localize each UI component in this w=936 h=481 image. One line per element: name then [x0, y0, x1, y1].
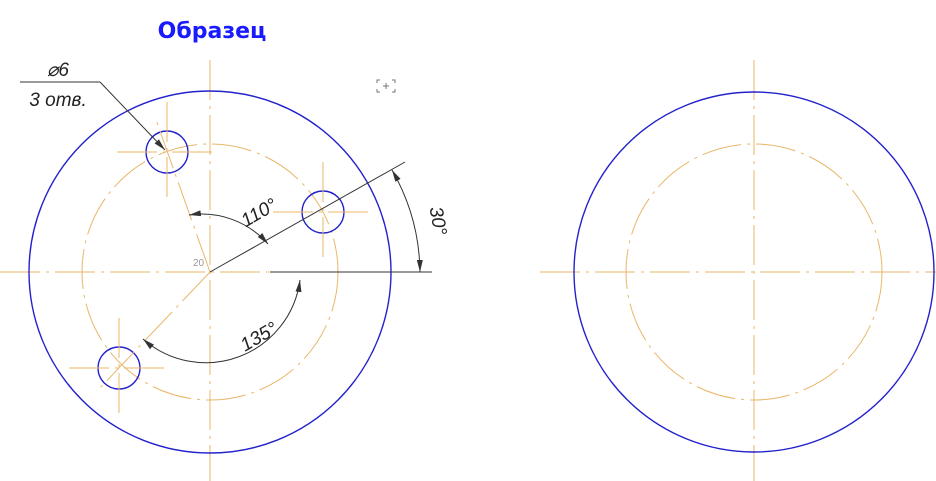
title: Образец [158, 19, 267, 44]
leader-text: ⌀6 [47, 60, 69, 81]
hole [117, 102, 217, 202]
angle-label: 110° [238, 194, 282, 231]
radial-line [97, 271, 211, 391]
hole [69, 318, 169, 418]
angle-label: 30° [425, 205, 451, 237]
sample-part: 110° 30° 135° 20 ⌀6 3 отв. [0, 60, 450, 481]
leader-line [99, 81, 166, 151]
dimension-line [209, 161, 406, 273]
angle-arc [142, 279, 302, 364]
angle-arc [391, 169, 423, 273]
leader-text: 3 отв. [29, 90, 86, 111]
angle-arc [188, 210, 269, 245]
hole [273, 162, 373, 262]
cursor-icon [376, 79, 396, 93]
pitch-circle [625, 143, 883, 401]
radial-line [154, 116, 211, 273]
blank-part [540, 60, 936, 481]
angle-label: 135° [237, 318, 282, 356]
outer-circle [573, 91, 935, 453]
center-label: 20 [193, 258, 205, 269]
